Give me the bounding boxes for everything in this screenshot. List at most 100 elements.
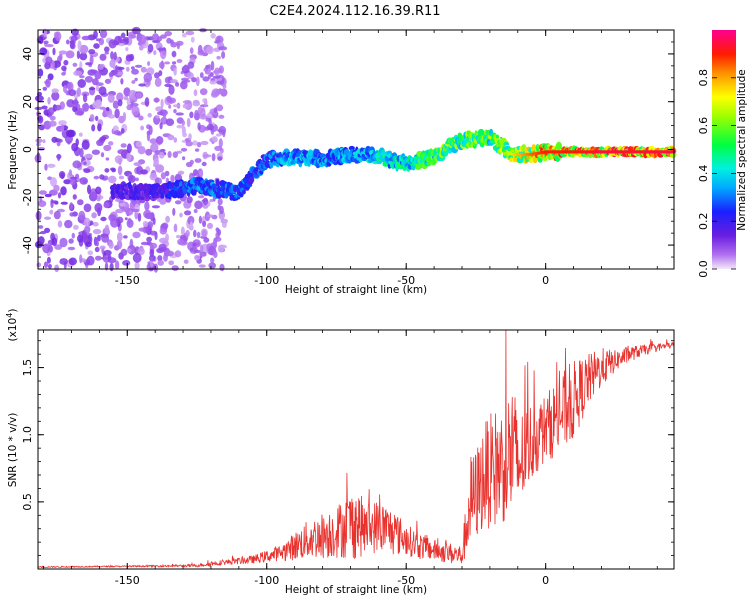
spectrogram-cell (170, 41, 178, 48)
spectrogram-cell (203, 154, 212, 158)
spectrogram-cell (124, 217, 128, 221)
spectrogram-cell (76, 50, 80, 59)
spectrogram-cell (97, 123, 102, 132)
spectrogram-cell (217, 156, 223, 161)
snr-scale-close: ) (7, 309, 19, 313)
spectrogram-cell (52, 47, 56, 56)
spectrogram-cell (160, 172, 166, 180)
spectrogram-cell (87, 184, 91, 195)
spectrogram-cell (57, 220, 63, 228)
spectrogram-cell (202, 204, 209, 209)
spectrogram-cell (199, 170, 203, 176)
spectrogram-cell (96, 139, 104, 146)
spectrogram-cell (92, 228, 102, 235)
spectrogram-cell (117, 71, 124, 76)
spectrogram-cell (83, 203, 92, 213)
spectrogram-cell (181, 33, 187, 38)
spectrogram-cell (215, 88, 224, 95)
spectrogram-cell (37, 68, 44, 77)
spectrogram-cell (203, 237, 210, 243)
spectrogram-cell (182, 100, 192, 104)
spectrogram-cell (128, 175, 136, 183)
spectrogram-cell (187, 72, 194, 80)
spectrogram-cell (93, 30, 98, 39)
spectrogram-cell (191, 77, 197, 83)
spectrogram-cell (146, 131, 151, 142)
spectrogram-cell (54, 264, 60, 273)
spectrogram-cell (172, 104, 181, 108)
spectrogram-cell (120, 78, 124, 85)
spectrogram-cell (212, 239, 218, 248)
spectrogram-cell (193, 89, 198, 97)
spectrogram-cell (107, 257, 117, 264)
spectrogram-cell (84, 153, 93, 159)
spectrogram-cell (199, 113, 207, 120)
spectrogram-cell (180, 80, 188, 90)
spectrogram-cell (36, 152, 41, 162)
spectrogram-cell (58, 171, 66, 179)
spectrogram-cell (84, 225, 91, 234)
spectrogram-cell (107, 93, 115, 103)
spectrogram-cell (149, 138, 158, 144)
spectrogram-cell (176, 234, 181, 239)
spectrogram-cell (137, 247, 145, 256)
spectrogram-cell (216, 55, 221, 60)
spectrogram-cell (158, 243, 167, 252)
spectrogram-cell (147, 113, 152, 118)
spectrogram-cell (183, 64, 189, 71)
spectrogram-cell (187, 215, 195, 225)
spectrogram-cell (42, 244, 50, 248)
spectrogram-cell (150, 143, 159, 153)
spectrogram-cell (46, 163, 56, 168)
spectrogram-cell (162, 113, 167, 118)
spectrogram-cell (218, 125, 227, 135)
spectrogram-cell (73, 224, 79, 230)
spectrogram-cell (185, 229, 190, 238)
spectrogram-cell (139, 45, 144, 51)
spectrogram-cell (154, 72, 160, 79)
spectrogram-cell (89, 114, 95, 122)
spectrogram-cell (114, 155, 123, 164)
spectrogram-cell (85, 241, 92, 248)
spectrogram-cell (198, 195, 205, 199)
spectrogram-cell (103, 202, 110, 209)
spectrogram-cell (34, 95, 44, 102)
spectrogram-cell (123, 95, 129, 101)
spectrogram-cell (64, 219, 73, 229)
spectrogram-cell (45, 56, 53, 65)
spectrogram-cell (63, 179, 72, 185)
spectrogram-cell (150, 260, 154, 268)
snr-y-axis-label: SNR (10 * v/v) (7, 413, 19, 488)
x-tick-label: -100 (254, 574, 279, 587)
spectrogram-cell (153, 50, 157, 55)
x-tick-label: -50 (397, 274, 415, 287)
spectrogram-cell (211, 136, 218, 142)
spectrogram-cell (132, 231, 141, 239)
spectrogram-cell (495, 134, 500, 139)
spectrogram-cell (35, 210, 42, 221)
spectrogram-cell (555, 141, 563, 150)
spectrogram-cell (72, 194, 77, 200)
spectrogram-cell (210, 257, 215, 263)
spectrogram-cell (49, 209, 54, 215)
spectrogram-cell (96, 99, 102, 108)
spectrogram-cell (108, 214, 117, 222)
spectrogram-cell (99, 174, 105, 180)
spectrogram-cell (92, 222, 99, 227)
spectrogram-cell (221, 220, 227, 228)
spectrogram-cell (208, 262, 216, 269)
spectrogram-cell (216, 80, 225, 85)
figure-title: C2E4.2024.112.16.39.R11 (269, 4, 440, 19)
spectrogram-cell (50, 200, 59, 204)
spectrogram-cell (154, 77, 162, 87)
spectrogram-panel: -150 -100 -50 0 -40 -20 0 20 40 Height of straig… (7, 26, 677, 296)
spectrogram-cell (174, 250, 182, 258)
spectrogram-cell (211, 153, 216, 162)
spectrogram-cell (122, 260, 131, 266)
spectrogram-cell (135, 177, 139, 182)
spectrogram-cell (209, 80, 217, 85)
spectrogram-cell (120, 127, 125, 134)
spectrogram-cell (74, 110, 84, 116)
spectrogram-cell (182, 156, 186, 161)
spectrogram-cell (145, 81, 151, 86)
